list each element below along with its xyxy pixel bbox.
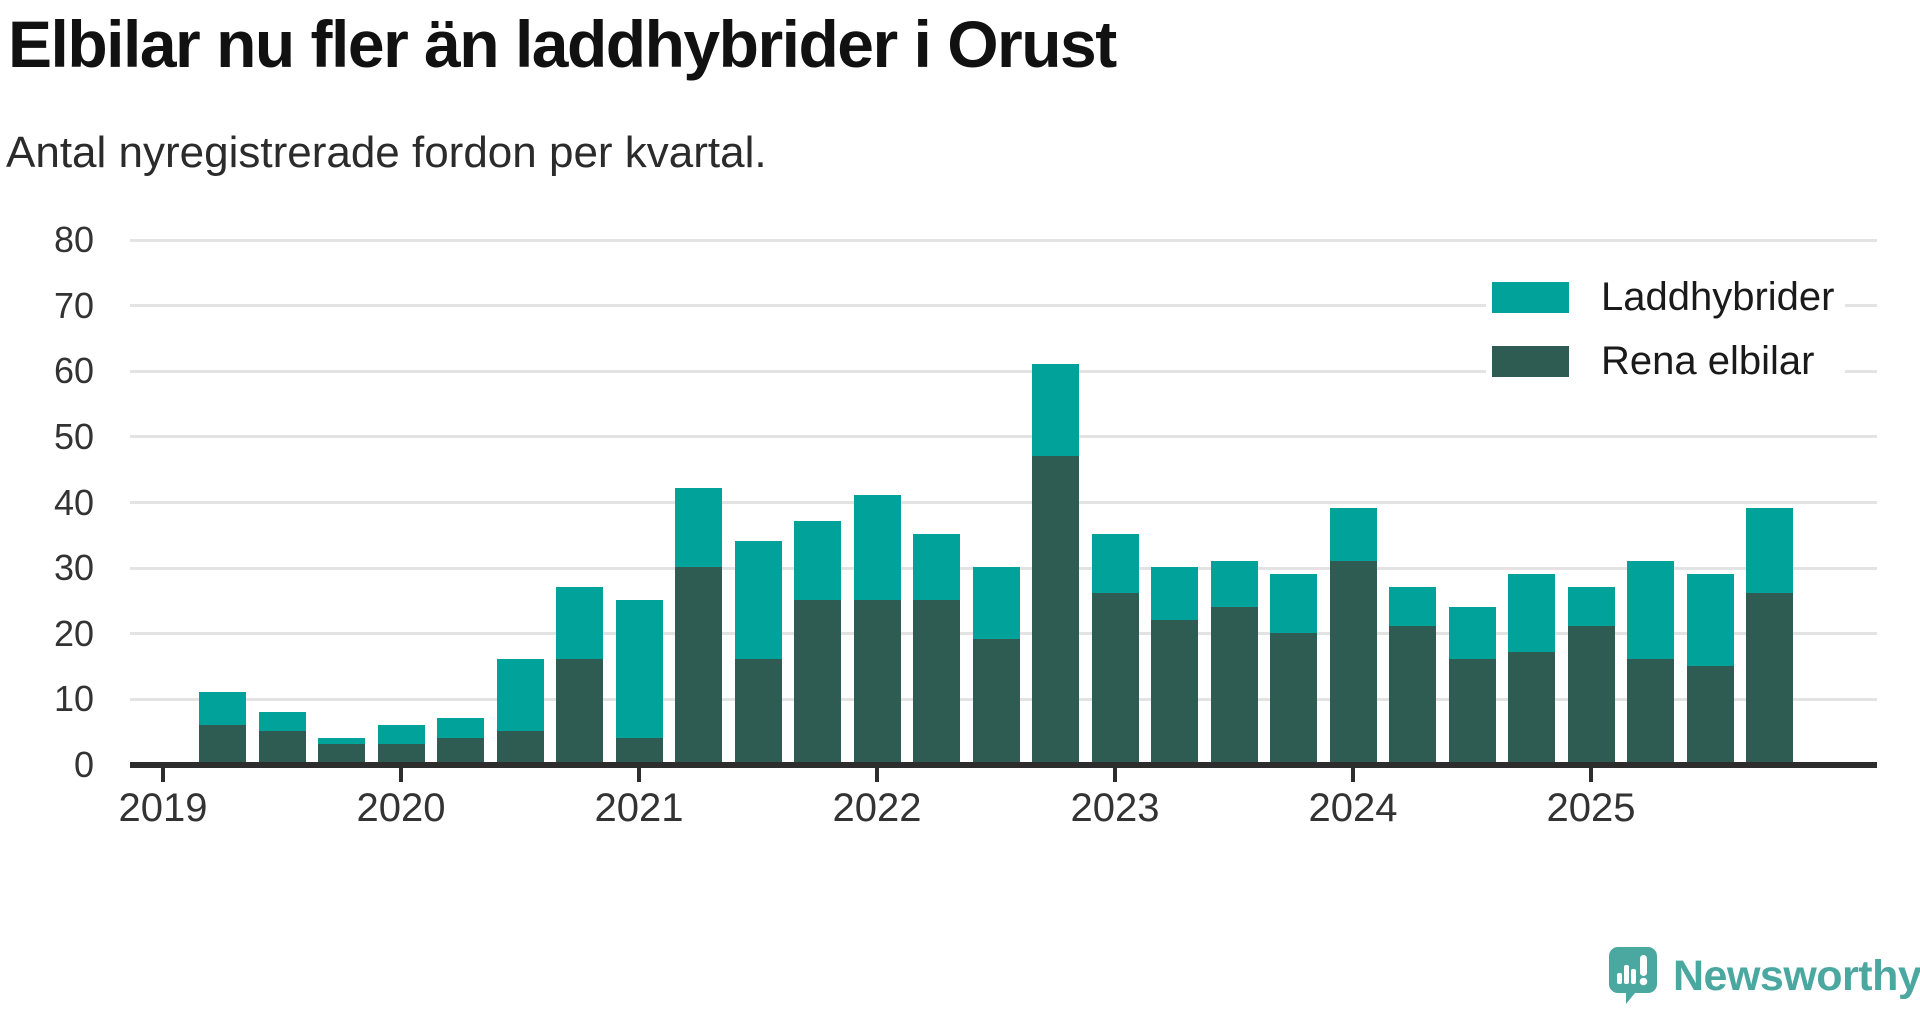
gridline-y60	[130, 369, 1877, 373]
legend-item-laddhybrider: Laddhybrider	[1492, 277, 1835, 317]
bar-2023K2-rena-elbilar	[1151, 619, 1198, 764]
legend-label-rena-elbilar: Rena elbilar	[1601, 339, 1815, 383]
bar-2024K1-rena-elbilar	[1329, 560, 1377, 764]
bar-2021K4-rena-elbilar	[794, 599, 841, 764]
x-axis-tick-2021	[637, 765, 641, 782]
bar-2023K1-laddhybrider	[1091, 534, 1139, 594]
bar-2021K2-rena-elbilar	[675, 567, 722, 764]
x-axis-label-2019: 2019	[118, 786, 208, 830]
bar-2020K2-laddhybrider	[437, 718, 484, 738]
x-axis-label-2021: 2021	[594, 786, 684, 830]
legend-swatch-laddhybrider	[1492, 281, 1569, 313]
bar-2023K1-rena-elbilar	[1091, 593, 1139, 764]
bar-2022K4-rena-elbilar	[1032, 455, 1079, 764]
y-axis-label-10: 10	[53, 678, 94, 720]
y-axis-label-60: 60	[53, 350, 94, 392]
bar-2021K2-laddhybrider	[675, 488, 722, 568]
legend: Laddhybrider Rena elbilar	[1486, 271, 1845, 389]
bar-2020K1-rena-elbilar	[377, 744, 425, 764]
x-axis-label-2020: 2020	[356, 786, 446, 830]
y-axis-label-40: 40	[53, 481, 94, 523]
bar-2021K4-laddhybrider	[794, 521, 841, 600]
gridline-y50	[130, 435, 1877, 439]
bar-2023K4-rena-elbilar	[1270, 632, 1317, 764]
bar-2024K2-rena-elbilar	[1389, 626, 1436, 764]
bar-2025K1-rena-elbilar	[1567, 626, 1615, 764]
bar-2023K3-rena-elbilar	[1210, 606, 1258, 764]
bar-2025K2-laddhybrider	[1627, 560, 1674, 659]
x-axis-tick-2023	[1113, 765, 1117, 782]
x-axis-tick-2022	[875, 765, 879, 782]
gridline-y80	[130, 238, 1877, 242]
x-axis-label-2022: 2022	[832, 786, 922, 830]
legend-item-rena-elbilar: Rena elbilar	[1492, 341, 1835, 381]
bar-2019K2-laddhybrider	[199, 691, 246, 725]
x-axis-line	[130, 762, 1877, 768]
bar-2021K3-laddhybrider	[734, 540, 782, 659]
x-axis-tick-2020	[399, 765, 403, 782]
bar-2020K1-laddhybrider	[377, 724, 425, 745]
x-axis-label-2024: 2024	[1308, 786, 1398, 830]
bar-2022K4-laddhybrider	[1032, 363, 1079, 456]
y-axis-label-70: 70	[53, 284, 94, 326]
bar-2019K4-laddhybrider	[318, 737, 365, 745]
bar-2019K4-rena-elbilar	[318, 744, 365, 764]
bar-2022K3-laddhybrider	[972, 567, 1020, 640]
bar-2025K4-rena-elbilar	[1746, 593, 1793, 764]
x-axis-label-2025: 2025	[1546, 786, 1636, 830]
y-axis-label-50: 50	[53, 415, 94, 457]
bar-2020K4-laddhybrider	[556, 586, 603, 659]
bar-2020K2-rena-elbilar	[437, 737, 484, 764]
bar-2021K3-rena-elbilar	[734, 659, 782, 764]
bar-2022K2-laddhybrider	[913, 534, 960, 600]
bar-2025K4-laddhybrider	[1746, 508, 1793, 594]
bar-2021K1-rena-elbilar	[615, 737, 663, 764]
y-axis-label-0: 0	[73, 744, 94, 785]
bar-2024K3-rena-elbilar	[1448, 659, 1496, 764]
bar-2021K1-laddhybrider	[615, 599, 663, 738]
bar-2024K4-rena-elbilar	[1508, 652, 1555, 764]
bar-2019K3-rena-elbilar	[258, 731, 306, 764]
bar-2020K3-laddhybrider	[496, 659, 544, 732]
newsworthy-branding: Newsworthy	[1608, 946, 1920, 1006]
bar-2024K2-laddhybrider	[1389, 586, 1436, 627]
bar-2020K4-rena-elbilar	[556, 659, 603, 764]
newsworthy-logo-text: Newsworthy	[1673, 951, 1920, 1000]
bar-2023K3-laddhybrider	[1210, 560, 1258, 607]
bar-2019K2-rena-elbilar	[199, 724, 246, 764]
bar-2025K2-rena-elbilar	[1627, 659, 1674, 764]
y-axis-label-20: 20	[53, 612, 94, 654]
bar-2022K2-rena-elbilar	[913, 599, 960, 764]
bar-2025K3-rena-elbilar	[1686, 665, 1734, 764]
legend-label-laddhybrider: Laddhybrider	[1601, 275, 1835, 319]
newsworthy-logo-icon	[1609, 947, 1657, 1004]
bar-2024K3-laddhybrider	[1448, 606, 1496, 659]
x-axis-tick-2019	[161, 765, 165, 782]
x-axis-tick-2025	[1589, 765, 1593, 782]
y-axis-label-30: 30	[53, 547, 94, 589]
bar-2022K3-rena-elbilar	[972, 639, 1020, 764]
bar-2022K1-rena-elbilar	[853, 599, 901, 764]
x-axis-label-2023: 2023	[1070, 786, 1160, 830]
bar-2024K4-laddhybrider	[1508, 573, 1555, 653]
chart-subtitle: Antal nyregistrerade fordon per kvartal.	[6, 128, 767, 177]
y-axis-label-80: 80	[53, 219, 94, 260]
bar-2019K3-laddhybrider	[258, 711, 306, 732]
chart-title: Elbilar nu fler än laddhybrider i Orust	[8, 7, 1117, 81]
gridline-y70	[130, 304, 1877, 308]
bar-2023K2-laddhybrider	[1151, 567, 1198, 620]
bar-2020K3-rena-elbilar	[496, 731, 544, 764]
bar-2025K1-laddhybrider	[1567, 586, 1615, 627]
gridline-y40	[130, 501, 1877, 504]
bar-2022K1-laddhybrider	[853, 494, 901, 600]
legend-swatch-rena-elbilar	[1492, 345, 1569, 377]
x-axis-tick-2024	[1351, 765, 1355, 782]
bar-2024K1-laddhybrider	[1329, 508, 1377, 561]
bar-2023K4-laddhybrider	[1270, 573, 1317, 633]
bar-2025K3-laddhybrider	[1686, 573, 1734, 666]
